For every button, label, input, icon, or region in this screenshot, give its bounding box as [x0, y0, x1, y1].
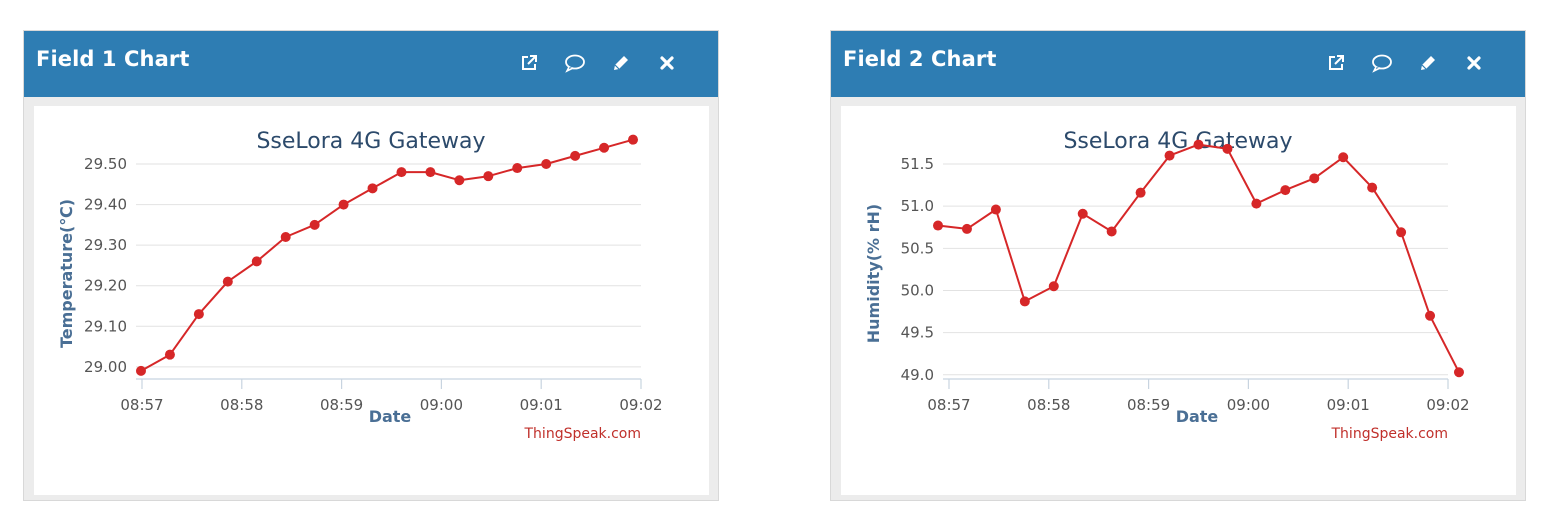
data-point: [309, 219, 320, 230]
y-tick-label: 50.5: [901, 239, 934, 257]
y-tick-label: 29.50: [84, 155, 127, 173]
pencil-icon[interactable]: [1405, 49, 1451, 77]
y-axis-title: Temperature(℃): [57, 199, 76, 348]
data-point: [193, 309, 204, 320]
y-tick-label: 29.10: [84, 317, 127, 335]
x-tick-label: 09:01: [520, 396, 563, 414]
x-tick-label: 08:57: [927, 396, 970, 414]
data-point: [1338, 152, 1349, 163]
data-point: [1396, 227, 1407, 238]
data-point: [454, 175, 465, 186]
credit-link: ThingSpeak.com: [524, 426, 642, 442]
external-link-icon[interactable]: [1313, 49, 1359, 77]
data-point: [1193, 139, 1204, 150]
credit-link: ThingSpeak.com: [1331, 426, 1449, 442]
panel-header: Field 1 Chart: [24, 31, 718, 97]
chart-area: SseLora 4G Gateway 49.0 49.5 50.0 50.5 51.0 51…: [841, 106, 1516, 495]
close-icon[interactable]: [644, 49, 690, 77]
data-point: [164, 349, 175, 360]
chart-title: SseLora 4G Gateway: [1063, 129, 1292, 154]
comment-icon[interactable]: [1359, 49, 1405, 77]
panel-header: Field 2 Chart: [831, 31, 1525, 97]
x-tick-label: 08:59: [1127, 396, 1170, 414]
data-point: [512, 163, 523, 174]
data-point: [280, 232, 291, 243]
data-point: [135, 365, 146, 376]
pencil-icon[interactable]: [598, 49, 644, 77]
data-point: [541, 159, 552, 169]
data-point: [1309, 173, 1320, 184]
x-tick-label: 08:58: [220, 396, 263, 414]
data-point: [483, 171, 494, 182]
data-point: [1367, 182, 1378, 193]
data-point: [338, 199, 349, 210]
y-tick-label: 29.40: [84, 196, 127, 214]
data-point: [1425, 310, 1436, 321]
x-tick-label: 08:58: [1027, 396, 1070, 414]
data-point: [367, 183, 378, 194]
data-point: [396, 167, 407, 178]
data-point: [425, 167, 436, 178]
chart-area: SseLora 4G Gateway 29.00 29.10 29.20 29.30 29…: [34, 106, 709, 495]
panel-toolbar: [1313, 49, 1497, 77]
y-tick-label: 29.00: [84, 358, 127, 376]
external-link-icon[interactable]: [506, 49, 552, 77]
temperature-line-chart: SseLora 4G Gateway 29.00 29.10 29.20 29.30 29…: [57, 129, 663, 442]
y-tick-label: 29.20: [84, 277, 127, 295]
y-tick-label: 51.5: [901, 155, 934, 173]
panel-title: Field 1 Chart: [36, 47, 190, 71]
panel-toolbar: [506, 49, 690, 77]
field-2-chart-panel: Field 2 Chart SseLora 4G Gateway 49.0 49.5…: [830, 30, 1526, 501]
data-point: [1135, 187, 1146, 198]
y-axis-title: Humidity(% rH): [864, 204, 883, 343]
data-point: [1019, 296, 1030, 307]
data-point: [961, 223, 972, 234]
comment-icon[interactable]: [552, 49, 598, 77]
data-point: [628, 134, 639, 145]
close-icon[interactable]: [1451, 49, 1497, 77]
field-1-chart-panel: Field 1 Chart SseLora 4G Gateway 29.00 29.…: [23, 30, 719, 501]
x-tick-label: 08:59: [320, 396, 363, 414]
data-point: [1048, 281, 1059, 292]
chart-title: SseLora 4G Gateway: [256, 129, 485, 154]
x-tick-label: 08:57: [120, 396, 163, 414]
data-point: [1222, 143, 1233, 154]
data-point: [1453, 367, 1464, 378]
data-point: [1251, 198, 1262, 209]
data-point: [990, 204, 1001, 215]
y-tick-label: 49.5: [901, 324, 934, 342]
data-point: [570, 150, 581, 161]
y-tick-label: 29.30: [84, 236, 127, 254]
x-tick-label: 09:02: [1426, 396, 1469, 414]
humidity-line-chart: SseLora 4G Gateway 49.0 49.5 50.0 50.5 51.0 51…: [864, 129, 1470, 442]
x-axis-title: Date: [369, 407, 412, 426]
series-line: [937, 143, 1460, 373]
x-axis-title: Date: [1176, 407, 1219, 426]
data-point: [599, 142, 610, 153]
y-tick-label: 50.0: [901, 281, 934, 299]
y-tick-label: 51.0: [901, 197, 934, 215]
data-point: [1077, 208, 1088, 219]
data-point: [1280, 185, 1291, 196]
x-tick-label: 09:02: [619, 396, 662, 414]
x-tick-label: 09:01: [1327, 396, 1370, 414]
data-point: [1164, 150, 1175, 161]
x-tick-label: 09:00: [1227, 396, 1270, 414]
y-tick-label: 49.0: [901, 366, 934, 384]
data-point: [222, 276, 233, 287]
data-point: [1106, 226, 1117, 237]
panel-title: Field 2 Chart: [843, 47, 997, 71]
data-point: [933, 220, 944, 231]
x-tick-label: 09:00: [420, 396, 463, 414]
series-line: [140, 138, 634, 372]
data-point: [251, 256, 262, 267]
